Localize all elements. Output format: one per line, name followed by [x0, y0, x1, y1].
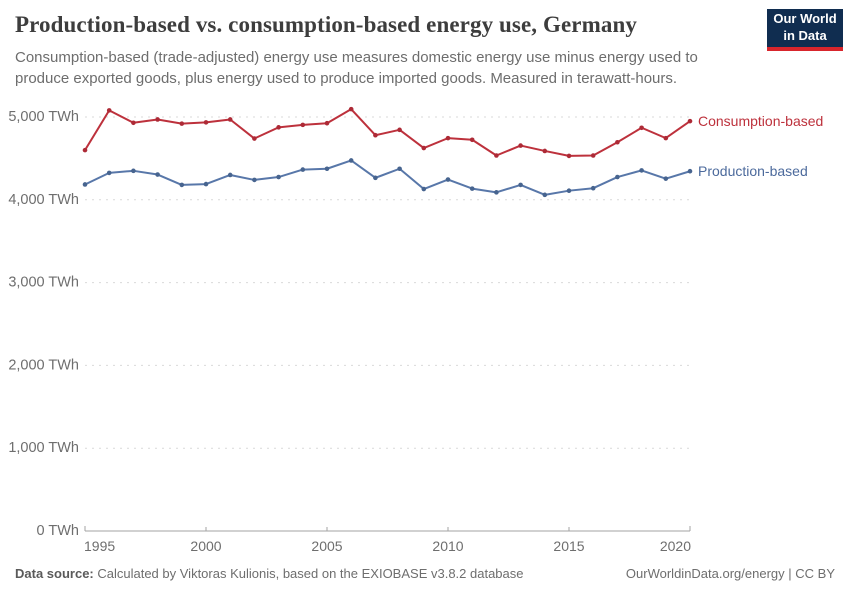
production-data-point[interactable]: [421, 186, 427, 192]
production-data-point[interactable]: [324, 166, 330, 172]
production-data-point[interactable]: [639, 168, 644, 173]
owid-logo-line2: in Data: [783, 28, 827, 43]
consumption-data-point[interactable]: [518, 143, 523, 148]
production-data-point[interactable]: [590, 185, 596, 191]
consumption-data-point[interactable]: [106, 108, 112, 113]
consumption-data-point[interactable]: [615, 139, 620, 145]
y-tick-label: 2,000 TWh: [8, 357, 79, 373]
production-data-point[interactable]: [373, 175, 378, 181]
consumption-data-point[interactable]: [300, 122, 306, 128]
data-source-label: Data source:: [15, 566, 94, 581]
consumption-data-point[interactable]: [639, 125, 644, 131]
production-data-point[interactable]: [276, 174, 281, 180]
production-data-point[interactable]: [179, 182, 185, 188]
consumption-data-point[interactable]: [324, 120, 330, 126]
production-data-point[interactable]: [300, 167, 306, 172]
series-label-production[interactable]: Production-based: [698, 163, 808, 179]
production-data-point[interactable]: [615, 174, 620, 180]
y-tick-label: 1,000 TWh: [8, 440, 79, 456]
consumption-data-point[interactable]: [82, 147, 88, 153]
production-data-point[interactable]: [494, 190, 499, 195]
consumption-data-point[interactable]: [590, 153, 596, 158]
page-title: Production-based vs. consumption-based e…: [15, 12, 637, 37]
owid-logo-line1: Our World: [773, 11, 837, 27]
consumption-data-point[interactable]: [348, 106, 354, 112]
consumption-data-point[interactable]: [566, 153, 572, 159]
consumption-data-point[interactable]: [494, 153, 499, 158]
consumption-data-point[interactable]: [421, 145, 427, 151]
consumption-data-point[interactable]: [131, 120, 136, 126]
chart-subtitle: Consumption-based (trade-adjusted) energ…: [15, 49, 698, 87]
consumption-data-point[interactable]: [542, 148, 548, 154]
data-source-text: Calculated by Viktoras Kulionis, based o…: [93, 566, 524, 581]
x-tick-label: 2020: [660, 538, 691, 554]
footer-separator: |: [784, 566, 796, 581]
production-line[interactable]: [84, 159, 691, 196]
y-tick-label: 4,000 TWh: [8, 192, 79, 208]
consumption-data-point[interactable]: [252, 136, 257, 141]
consumption-data-point[interactable]: [397, 127, 402, 133]
x-tick-label: 2005: [311, 538, 342, 554]
production-data-point[interactable]: [348, 158, 354, 163]
line-chart[interactable]: 0 TWh 1,000 TWh 2,000 TWh 3,000 TWh 4,000 TW…: [0, 95, 850, 570]
cc-by-link[interactable]: CC BY: [795, 566, 835, 581]
y-tick-label: 5,000 TWh: [8, 109, 79, 125]
production-data-point[interactable]: [203, 181, 209, 187]
x-tick-label: 2000: [190, 538, 221, 554]
y-tick-label: 3,000 TWh: [8, 275, 79, 291]
consumption-data-point[interactable]: [203, 120, 209, 125]
production-data-point[interactable]: [687, 168, 693, 174]
consumption-data-point[interactable]: [276, 125, 281, 130]
production-data-point[interactable]: [469, 186, 475, 191]
production-data-point[interactable]: [106, 170, 112, 176]
production-data-point[interactable]: [566, 188, 572, 193]
footer-links: OurWorldinData.org/energy | CC BY: [626, 566, 835, 581]
chart-footer: Data source: Calculated by Viktoras Kuli…: [15, 566, 835, 581]
chart-header: Production-based vs. consumption-based e…: [15, 12, 755, 89]
consumption-data-point[interactable]: [155, 117, 160, 122]
chart-canvas[interactable]: 0 TWh 1,000 TWh 2,000 TWh 3,000 TWh 4,000 TW…: [0, 95, 850, 570]
production-data-point[interactable]: [131, 168, 136, 174]
x-tick-label: 2010: [432, 538, 463, 554]
consumption-data-point[interactable]: [663, 135, 669, 141]
consumption-data-point[interactable]: [227, 117, 233, 122]
production-data-point[interactable]: [445, 177, 451, 182]
production-data-point[interactable]: [663, 176, 669, 181]
consumption-data-point[interactable]: [373, 132, 378, 138]
owid-energy-link[interactable]: OurWorldinData.org/energy: [625, 566, 785, 581]
production-data-point[interactable]: [155, 172, 160, 177]
consumption-data-point[interactable]: [469, 137, 475, 143]
owid-logo[interactable]: Our World in Data: [767, 9, 843, 51]
production-data-point[interactable]: [397, 166, 402, 172]
consumption-data-point[interactable]: [445, 135, 451, 141]
x-tick-label: 2015: [553, 538, 584, 554]
production-data-point[interactable]: [518, 182, 523, 188]
consumption-line[interactable]: [84, 108, 691, 157]
production-data-point[interactable]: [227, 172, 233, 178]
data-source-note: Data source: Calculated by Viktoras Kuli…: [15, 566, 524, 581]
production-data-point[interactable]: [542, 192, 548, 198]
x-tick-label: 1995: [84, 538, 115, 554]
series-label-consumption[interactable]: Consumption-based: [698, 113, 823, 129]
consumption-data-point[interactable]: [687, 118, 693, 124]
y-tick-label: 0 TWh: [37, 523, 79, 539]
production-data-point[interactable]: [82, 182, 88, 187]
consumption-data-point[interactable]: [179, 121, 185, 126]
production-data-point[interactable]: [252, 177, 257, 183]
